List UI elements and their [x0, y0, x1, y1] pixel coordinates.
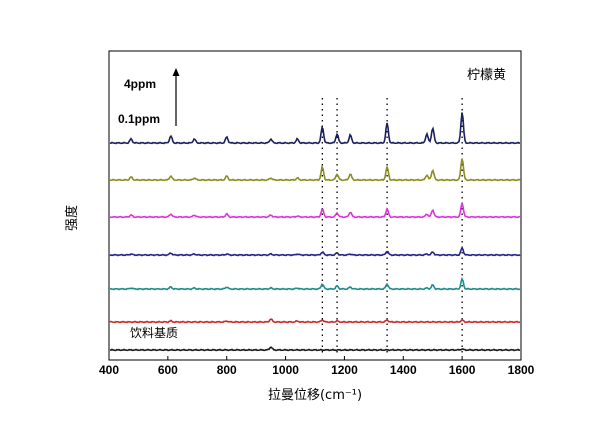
series-group	[109, 112, 521, 352]
x-tick-label: 1000	[272, 363, 299, 377]
scale-label-top: 4ppm	[124, 77, 156, 91]
x-tick-label: 800	[217, 363, 237, 377]
series-line	[109, 202, 521, 219]
series-line	[109, 246, 521, 257]
x-axis-ticks: 400 600 800 1000 1200 1400 1600 1800	[99, 356, 535, 377]
series-line	[109, 112, 521, 145]
x-tick-label: 1400	[390, 363, 417, 377]
annotation-top-right: 柠檬黄	[467, 68, 506, 83]
annotation-bottom-label: 饮料基质	[130, 326, 178, 340]
x-axis-label: 拉曼位移(cm⁻¹)	[268, 388, 362, 403]
x-tick-label: 600	[158, 363, 178, 377]
series-line	[109, 346, 521, 352]
series-line	[109, 158, 521, 182]
y-axis-label: 强度	[64, 205, 80, 231]
x-tick-label: 1800	[508, 363, 535, 377]
scale-arrow	[172, 68, 180, 126]
series-line	[109, 318, 521, 324]
plot-frame	[108, 50, 522, 361]
reference-lines	[321, 98, 463, 356]
series-line	[109, 276, 521, 291]
x-tick-label: 400	[99, 363, 119, 377]
x-tick-label: 1600	[449, 363, 476, 377]
x-tick-label: 1200	[331, 363, 358, 377]
scale-label-bottom: 0.1ppm	[118, 112, 160, 126]
